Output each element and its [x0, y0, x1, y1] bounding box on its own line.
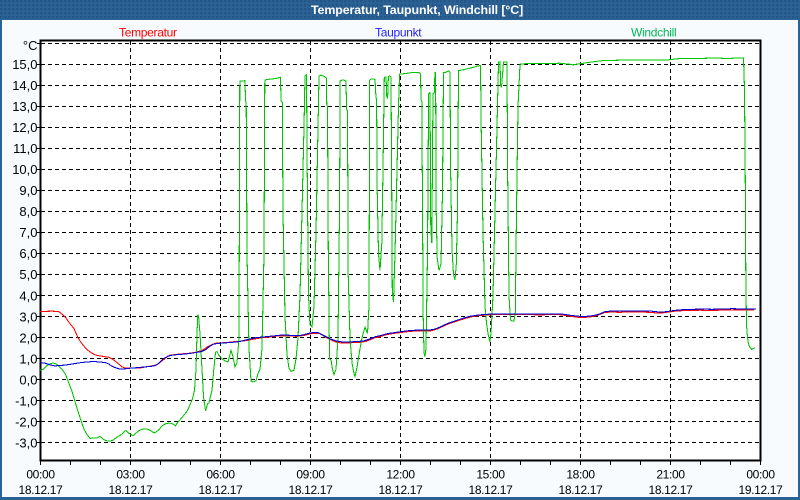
svg-text:18.12.17: 18.12.17 — [559, 483, 604, 497]
svg-text:00:00: 00:00 — [26, 468, 55, 482]
svg-text:-3,0: -3,0 — [15, 436, 37, 451]
svg-text:15:00: 15:00 — [476, 468, 505, 482]
svg-text:09:00: 09:00 — [296, 468, 325, 482]
svg-text:15,0: 15,0 — [12, 57, 37, 72]
svg-text:5,0: 5,0 — [19, 267, 37, 282]
svg-text:18.12.17: 18.12.17 — [379, 483, 424, 497]
svg-text:-1,0: -1,0 — [15, 393, 37, 408]
svg-text:18:00: 18:00 — [566, 468, 595, 482]
svg-text:18.12.17: 18.12.17 — [649, 483, 694, 497]
svg-text:18.12.17: 18.12.17 — [469, 483, 514, 497]
svg-text:18.12.17: 18.12.17 — [109, 483, 154, 497]
svg-text:Windchill: Windchill — [631, 25, 676, 39]
svg-text:11,0: 11,0 — [13, 141, 37, 156]
svg-text:6,0: 6,0 — [19, 246, 37, 261]
svg-text:8,0: 8,0 — [19, 204, 37, 219]
svg-text:06:00: 06:00 — [206, 468, 235, 482]
svg-text:12:00: 12:00 — [386, 468, 415, 482]
svg-text:°C: °C — [23, 38, 38, 53]
svg-text:9,0: 9,0 — [19, 183, 37, 198]
svg-text:2,0: 2,0 — [19, 330, 37, 345]
svg-text:14,0: 14,0 — [12, 78, 37, 93]
svg-text:03:00: 03:00 — [116, 468, 145, 482]
svg-text:00:00: 00:00 — [746, 468, 775, 482]
svg-text:-2,0: -2,0 — [15, 415, 37, 430]
svg-text:Taupunkt: Taupunkt — [375, 25, 422, 39]
svg-text:7,0: 7,0 — [19, 225, 37, 240]
svg-text:21:00: 21:00 — [656, 468, 685, 482]
svg-text:18.12.17: 18.12.17 — [199, 483, 244, 497]
svg-text:0,0: 0,0 — [19, 372, 37, 387]
svg-text:Temperatur: Temperatur — [119, 25, 177, 39]
svg-text:10,0: 10,0 — [12, 162, 37, 177]
svg-text:18.12.17: 18.12.17 — [19, 483, 64, 497]
svg-text:18.12.17: 18.12.17 — [289, 483, 334, 497]
svg-text:13,0: 13,0 — [12, 99, 37, 114]
svg-text:19.12.17: 19.12.17 — [739, 483, 784, 497]
svg-text:4,0: 4,0 — [19, 288, 37, 303]
svg-text:1,0: 1,0 — [19, 351, 37, 366]
svg-text:12,0: 12,0 — [12, 120, 37, 135]
svg-text:3,0: 3,0 — [19, 309, 37, 324]
